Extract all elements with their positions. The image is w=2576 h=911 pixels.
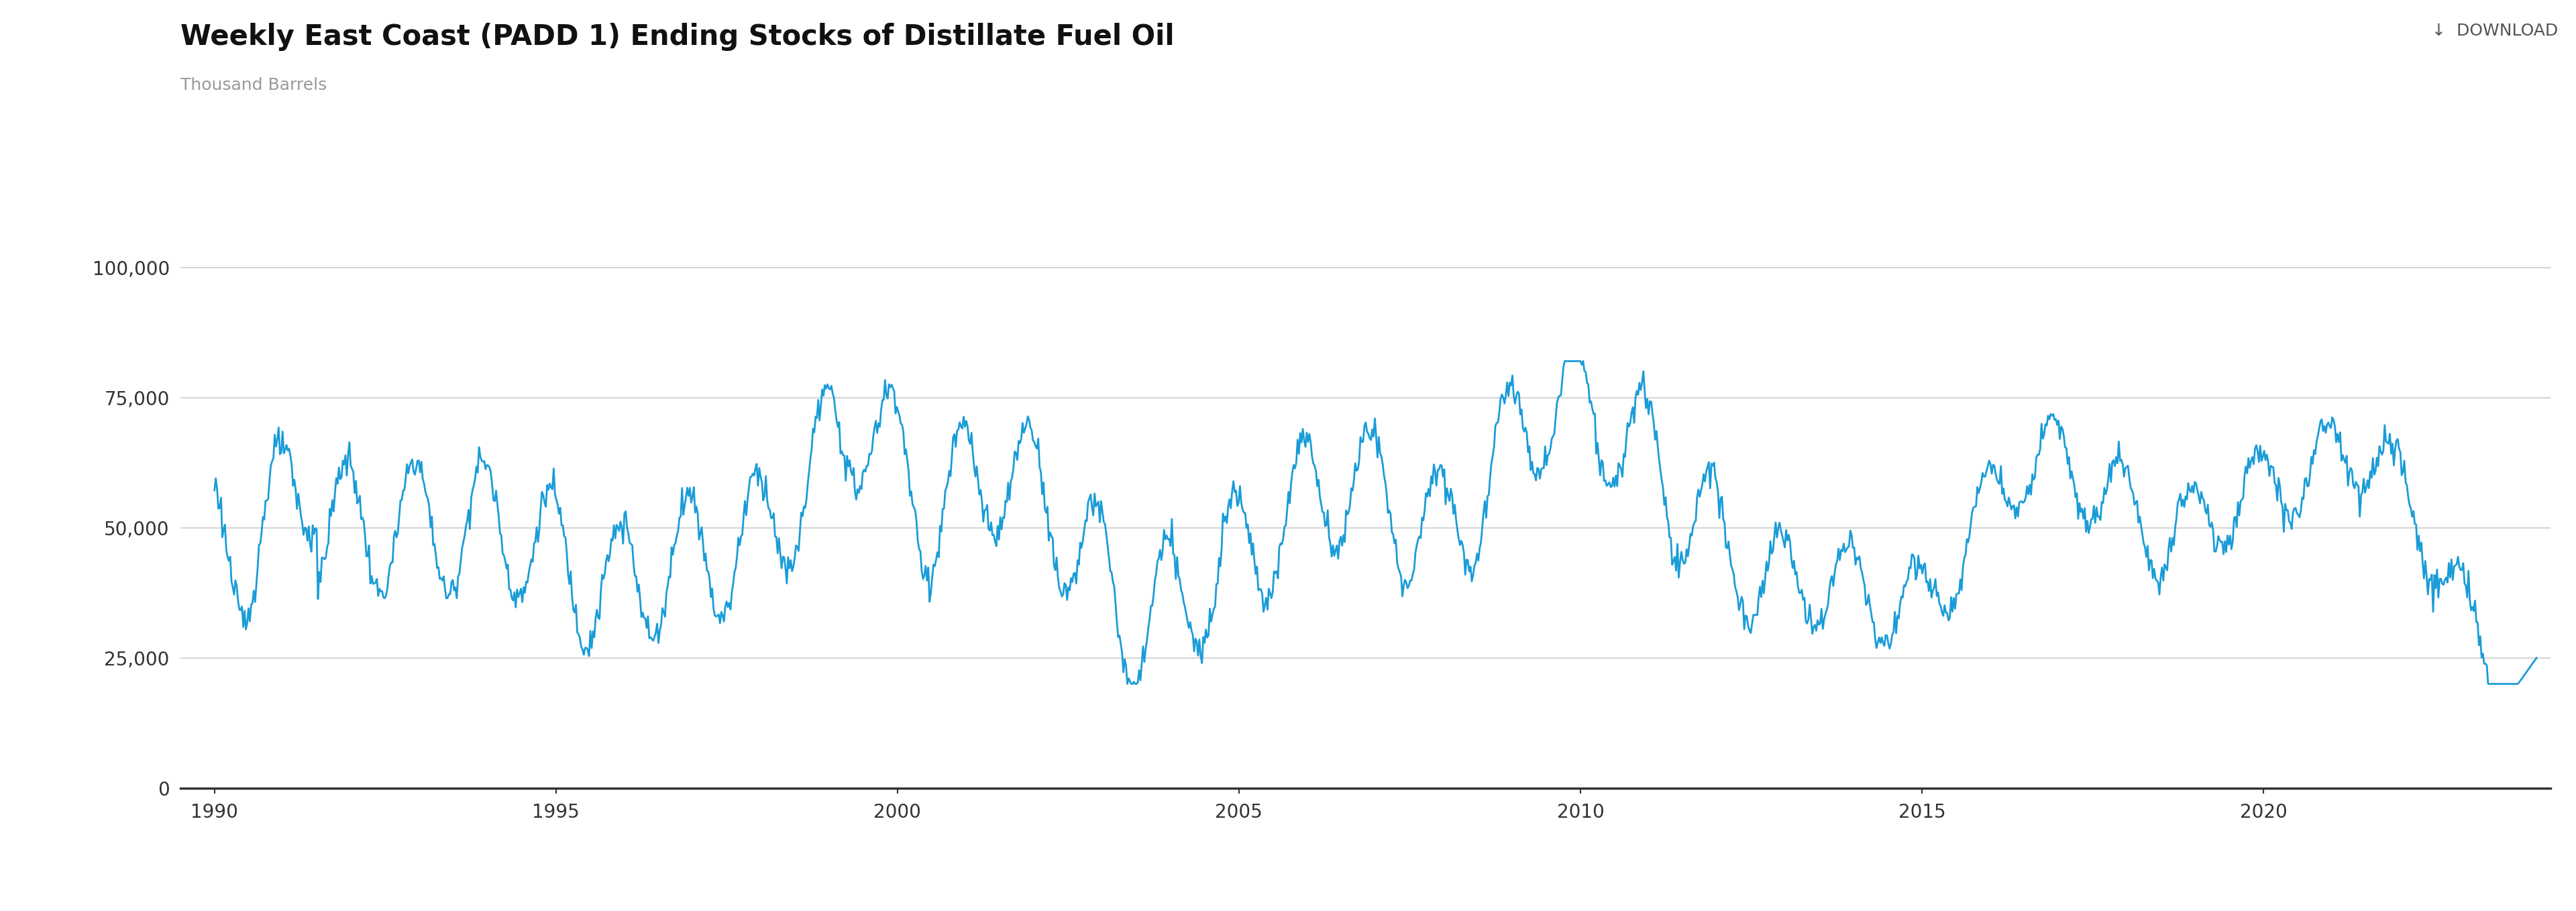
Text: ↓  DOWNLOAD: ↓ DOWNLOAD [2432, 23, 2558, 39]
Text: Thousand Barrels: Thousand Barrels [180, 77, 327, 94]
Text: Weekly East Coast (PADD 1) Ending Stocks of Distillate Fuel Oil: Weekly East Coast (PADD 1) Ending Stocks… [180, 23, 1175, 51]
